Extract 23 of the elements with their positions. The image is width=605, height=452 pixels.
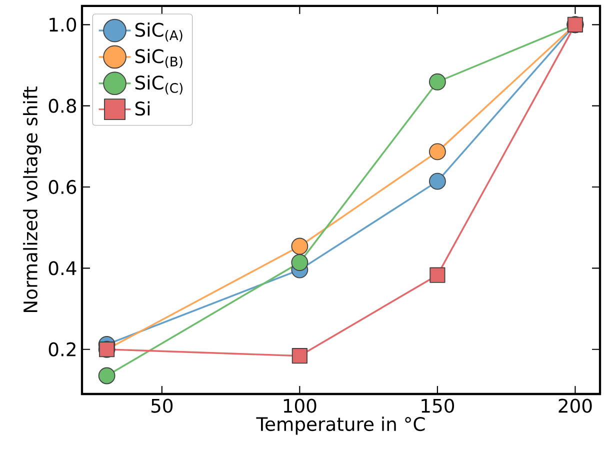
point [428,172,446,190]
point [291,254,308,271]
point [291,238,308,255]
y-tick-label: 1.0 [50,18,76,32]
legend-label: SiC$_{(B)}$ [135,48,182,68]
y-axis-title: Normalized voltage shift [23,86,42,312]
point [98,367,116,384]
x-tick-label: 150 [422,398,454,413]
point [428,143,446,160]
x-axis-title: Temperature in °C [256,416,425,435]
y-tick-label: 0.2 [48,342,76,356]
x-tick-label: 50 [151,398,173,413]
legend-label: SiC$_{(A)}$ [135,22,182,42]
point [292,348,308,364]
legend-label: SiC$_{(C)}$ [135,75,182,94]
x-tick-label: 100 [284,398,316,413]
y-tick-label: 0.8 [48,98,76,113]
point [430,267,446,283]
y-tick-label: 0.4 [48,261,76,276]
x-tick-label: 200 [558,398,592,413]
legend-label: Si [135,101,150,116]
point [428,73,446,90]
y-tick-label: 0.6 [48,180,76,194]
